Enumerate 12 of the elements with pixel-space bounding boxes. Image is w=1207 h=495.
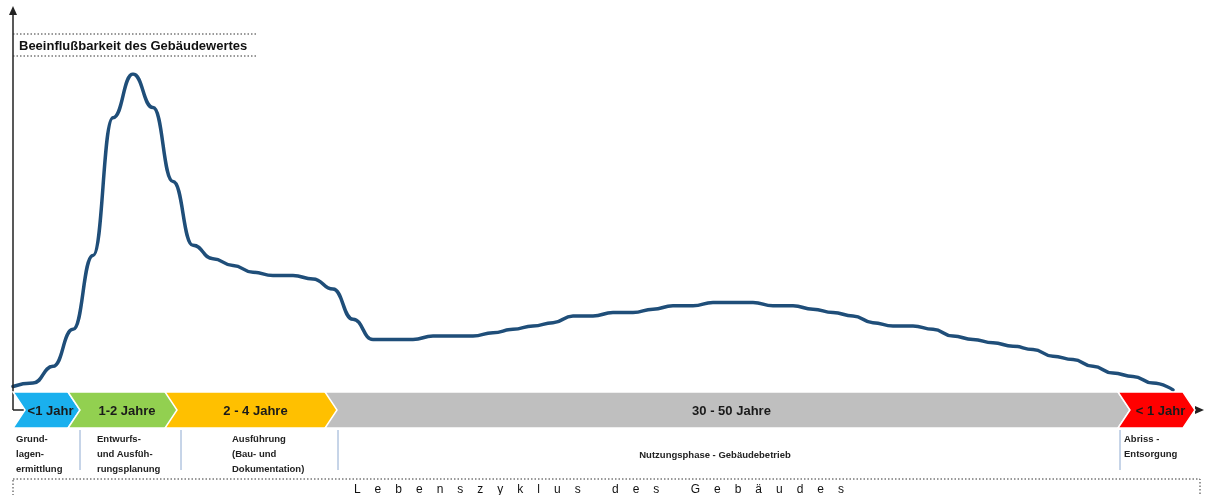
annotation: <1 Jahr [27,403,74,418]
text: Ausführung (Bau- und Dokumentation) [232,433,305,474]
annotation: 30 - 50 Jahre [692,403,771,418]
annotation: 1-2 Jahre [98,403,156,418]
text: Nutzungsphase - Gebäudebetrieb [639,449,791,460]
y-axis-title: Beeinflußbarkeit des Gebäudewertes [19,38,248,53]
annotation: 2 - 4 Jahre [223,403,288,418]
text: Lebenszyklus des Gebäudes [353,482,859,495]
annotation: < 1 Jahr [1135,403,1186,418]
text: Entwurfs- und Ausfüh- rungsplanung [97,433,161,474]
text: Grund- lagen- ermittlung [16,433,63,474]
text: Abriss - Entsorgung [1124,433,1178,459]
